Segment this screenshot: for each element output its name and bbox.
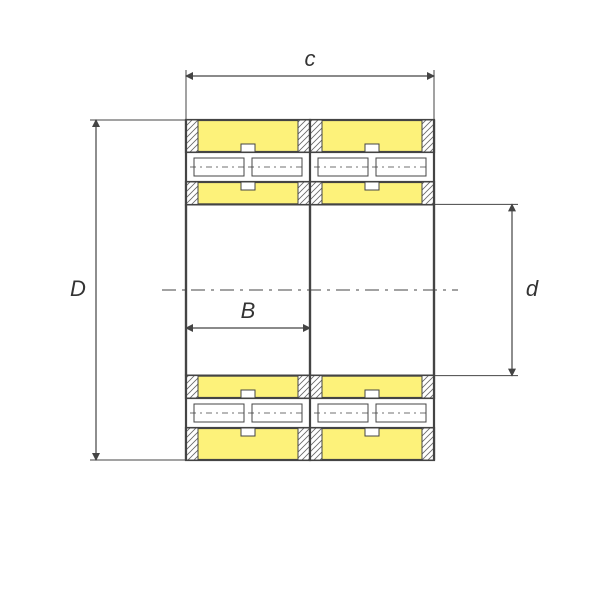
bearing-diagram: Dd c B	[0, 0, 600, 600]
dim-label: c	[305, 46, 316, 71]
dim-label: B	[241, 298, 256, 323]
dim-label: D	[70, 276, 86, 301]
dim-label: d	[526, 276, 539, 301]
